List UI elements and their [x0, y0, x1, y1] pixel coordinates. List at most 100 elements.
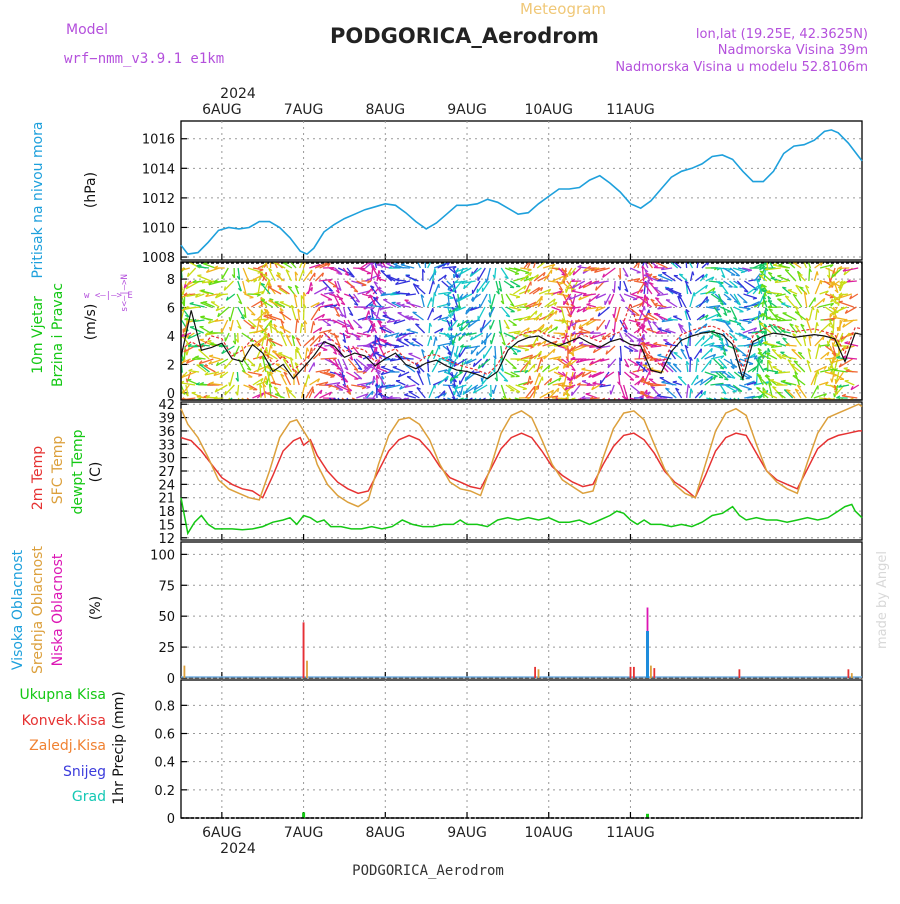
wind-arrow-head: [346, 337, 350, 338]
wind-arrow-head: [540, 373, 541, 377]
wind-arrow: [735, 320, 745, 330]
wind-arrow: [218, 307, 229, 317]
wind-arrow: [429, 280, 433, 294]
wind-arrow: [314, 287, 327, 294]
cloud-ytick-label: 100: [150, 548, 175, 563]
bottom-day-label: 10AUG: [524, 825, 573, 841]
cloud-ytick-label: 0: [167, 672, 175, 687]
wind-arrow-head: [312, 348, 313, 352]
wind-arrow-head: [597, 327, 598, 331]
wind-arrow: [428, 350, 433, 359]
precip-panel: 00.20.40.60.8: [154, 680, 862, 827]
pressure-ytick-label: 1008: [142, 251, 175, 266]
wind-arrow-head: [405, 316, 409, 317]
wind-arrow: [308, 282, 311, 294]
wind-arrow-head: [309, 375, 310, 379]
wind-arrow: [606, 346, 615, 354]
wind-arrow-head: [665, 329, 669, 330]
wind-arrow-head: [731, 377, 735, 378]
wind-arrow: [548, 281, 562, 283]
top-day-label: 7AUG: [284, 102, 324, 118]
wind-arrow-head: [252, 326, 256, 327]
wind-arrow-head: [640, 393, 644, 394]
wind-arrow-head: [534, 364, 535, 368]
wind-arrow-head: [530, 376, 531, 380]
temp-2m-line: [181, 431, 862, 498]
wind-arrow: [180, 383, 195, 385]
wind-arrow: [309, 363, 314, 373]
wind-arrow: [839, 302, 854, 307]
wind-arrow: [668, 319, 678, 320]
wind-arrow: [433, 292, 435, 307]
wind-arrow-head: [465, 377, 466, 381]
wind-arrow-head: [647, 329, 651, 330]
precip-ytick-label: 0.6: [154, 728, 175, 743]
wind-arrow: [516, 385, 527, 389]
footer-station: PODGORICA_Aerodrom: [352, 863, 504, 879]
wind-arrow: [833, 320, 834, 334]
wind-arrow-head: [460, 391, 461, 395]
wind-arrow-head: [562, 408, 566, 410]
wind-arrow: [394, 267, 410, 268]
bottom-day-label: 8AUG: [366, 825, 406, 841]
wind-arrow: [690, 389, 691, 398]
wind-arrow-head: [649, 379, 653, 380]
wind-arrow-head: [525, 336, 529, 337]
wind-arrow-head: [760, 323, 764, 324]
wind-arrow-head: [568, 405, 569, 409]
wind-arrow-head: [454, 353, 455, 357]
wind-arrow: [630, 372, 640, 377]
wind-arrow: [495, 268, 496, 279]
wind-arrow-head: [523, 389, 527, 390]
cloud-bar: [851, 673, 853, 678]
pressure-legend: Pritisak na nivou mora: [30, 121, 46, 278]
bottom-day-label: 6AUG: [202, 825, 242, 841]
wind-arrow: [225, 333, 229, 341]
cloud-legend-mid: Srednja Oblacnost: [30, 546, 46, 674]
temperature-ytick-label: 21: [158, 492, 175, 507]
wind-arrow-head: [341, 406, 345, 407]
wind-arrow-head: [782, 287, 786, 288]
wind-arrow: [690, 357, 691, 372]
wind-arrow: [238, 385, 239, 395]
wind-arrow-head: [454, 391, 455, 395]
wind-arrow-head: [693, 272, 694, 276]
top-year-label: 2024: [220, 86, 256, 102]
wind-arrow: [353, 320, 362, 328]
wind-arrow: [793, 294, 802, 307]
wind-arrow-head: [451, 405, 453, 409]
wind-arrow: [614, 307, 616, 318]
wind-arrow: [809, 268, 810, 281]
wind-arrow-head: [579, 328, 583, 329]
station-title: PODGORICA_Aerodrom: [330, 24, 599, 48]
wind-arrow-head: [264, 315, 268, 316]
wind-arrow-head: [836, 405, 837, 409]
temp-unit: (C): [88, 462, 104, 483]
wind-arrow: [506, 294, 514, 306]
wind-arrow-head: [338, 274, 342, 275]
cloud-bar: [538, 669, 540, 678]
wind-arrow: [490, 320, 494, 329]
wind-arrow-head: [516, 270, 520, 271]
wind-arrow-head: [401, 304, 405, 305]
wind-arrow: [434, 337, 436, 346]
pressure-ytick-label: 1014: [142, 162, 175, 177]
wind-arrow-head: [394, 264, 398, 265]
pressure-line: [181, 130, 862, 254]
wind-arrow-head: [336, 406, 340, 407]
wind-arrow-head: [459, 337, 460, 341]
wind-arrow-head: [654, 343, 658, 344]
wind-arrow: [234, 346, 239, 357]
wind-arrow: [280, 302, 291, 307]
wind-arrow-head: [710, 360, 711, 364]
cloud-bar: [739, 669, 741, 678]
wind-arrow-head: [356, 339, 360, 340]
wind-arrow-head: [592, 402, 594, 405]
wind-arrow: [809, 298, 815, 307]
wind-arrow-head: [409, 317, 413, 318]
wind-arrow-head: [463, 391, 464, 395]
wind-arrow-head: [760, 271, 764, 272]
wind-arrow-head: [673, 381, 677, 382]
wind-arrow-head: [253, 406, 257, 407]
